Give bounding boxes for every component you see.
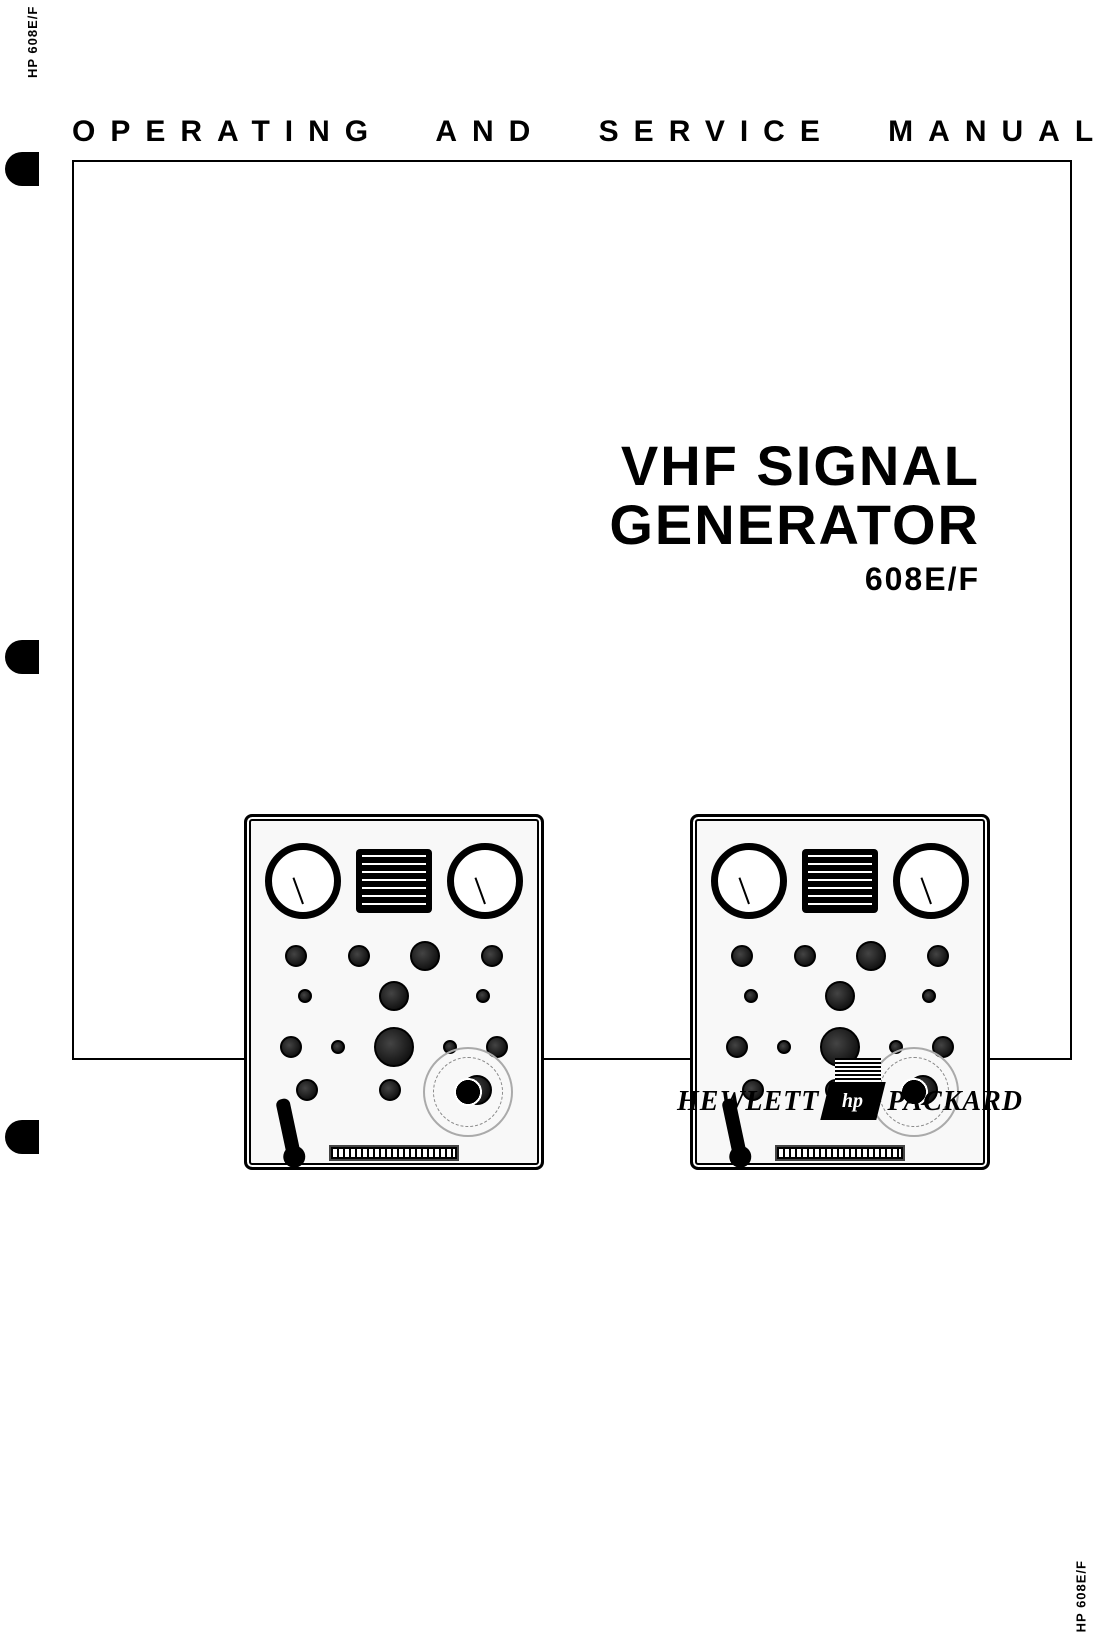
brand-right: PACKARD xyxy=(887,1086,1023,1118)
meter-icon xyxy=(447,843,523,919)
knob-icon xyxy=(298,989,312,1003)
knob-icon xyxy=(794,945,816,967)
cover-frame: VHF SIGNAL GENERATOR 608E/F xyxy=(72,160,1072,1060)
knob-icon xyxy=(410,941,440,971)
spine-label-top: HP 608E/F xyxy=(25,6,40,78)
knob-row xyxy=(711,981,969,1011)
title-line-1: VHF SIGNAL xyxy=(609,437,980,496)
knob-icon xyxy=(726,1036,748,1058)
knob-icon xyxy=(280,1036,302,1058)
page-header: OPERATING AND SERVICE MANUAL xyxy=(72,115,1103,149)
knob-icon xyxy=(476,989,490,1003)
binder-punch-icon xyxy=(5,640,39,674)
model-number: 608E/F xyxy=(609,561,980,598)
knob-icon xyxy=(777,1040,791,1054)
frequency-scale-icon xyxy=(356,849,432,913)
knob-icon xyxy=(285,945,307,967)
title-block: VHF SIGNAL GENERATOR 608E/F xyxy=(609,437,980,598)
panel-top-row xyxy=(711,835,969,927)
knob-icon xyxy=(374,1027,414,1067)
knob-row xyxy=(265,941,523,971)
knob-row xyxy=(265,981,523,1011)
title-line-2: GENERATOR xyxy=(609,496,980,555)
brand-block: HEWLETT hp PACKARD xyxy=(677,1084,1023,1120)
hp-logo-icon: hp xyxy=(825,1058,881,1120)
lever-icon xyxy=(275,1098,302,1162)
binder-punch-icon xyxy=(5,1120,39,1154)
knob-icon xyxy=(379,1079,401,1101)
knob-icon xyxy=(731,945,753,967)
knob-icon xyxy=(331,1040,345,1054)
nameplate-icon xyxy=(775,1145,905,1161)
meter-icon xyxy=(711,843,787,919)
knob-icon xyxy=(927,945,949,967)
spine-label-bottom: HP 608E/F xyxy=(1073,1560,1088,1632)
frequency-scale-icon xyxy=(802,849,878,913)
knob-icon xyxy=(348,945,370,967)
attenuator-dial-icon xyxy=(423,1047,513,1137)
panel-top-row xyxy=(265,835,523,927)
knob-icon xyxy=(744,989,758,1003)
meter-icon xyxy=(265,843,341,919)
knob-row xyxy=(711,941,969,971)
knob-icon xyxy=(481,945,503,967)
hp-logo-text: hp xyxy=(843,1090,864,1113)
knob-icon xyxy=(922,989,936,1003)
knob-icon xyxy=(856,941,886,971)
meter-icon xyxy=(893,843,969,919)
knob-icon xyxy=(379,981,409,1011)
binder-punch-icon xyxy=(5,152,39,186)
brand-left: HEWLETT xyxy=(677,1086,819,1118)
knob-icon xyxy=(296,1079,318,1101)
knob-icon xyxy=(825,981,855,1011)
unit-left xyxy=(244,814,544,1170)
nameplate-icon xyxy=(329,1145,459,1161)
